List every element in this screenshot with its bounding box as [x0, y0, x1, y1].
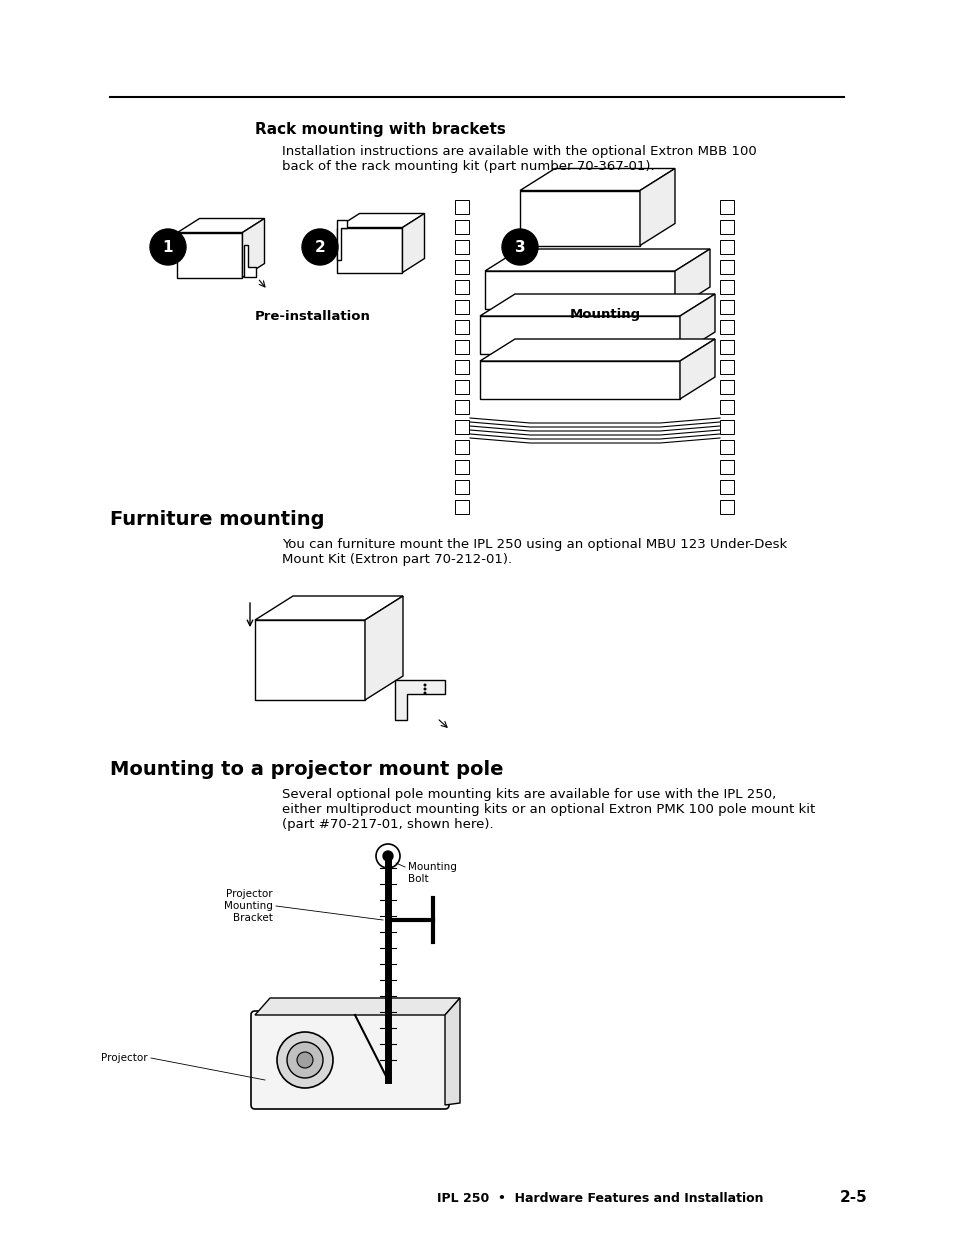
Bar — [720, 420, 733, 433]
Polygon shape — [254, 998, 459, 1015]
Polygon shape — [244, 245, 256, 277]
Polygon shape — [484, 249, 709, 270]
Circle shape — [302, 228, 337, 266]
Circle shape — [423, 688, 426, 690]
Polygon shape — [479, 361, 679, 399]
Text: Mounting to a projector mount pole: Mounting to a projector mount pole — [110, 760, 503, 779]
Polygon shape — [254, 620, 365, 700]
Bar — [720, 359, 733, 374]
Circle shape — [375, 844, 399, 868]
Text: Projector: Projector — [101, 1053, 148, 1063]
Circle shape — [296, 1052, 313, 1068]
Bar — [720, 220, 733, 233]
Bar — [455, 280, 469, 294]
Text: 1: 1 — [163, 240, 173, 254]
Polygon shape — [242, 219, 264, 278]
Bar — [455, 359, 469, 374]
Bar — [720, 280, 733, 294]
Bar — [455, 261, 469, 274]
Polygon shape — [254, 597, 402, 620]
Circle shape — [382, 851, 393, 861]
FancyBboxPatch shape — [251, 1011, 449, 1109]
Circle shape — [287, 1042, 323, 1078]
Bar — [455, 200, 469, 214]
Bar — [455, 420, 469, 433]
Text: Several optional pole mounting kits are available for use with the IPL 250,
eith: Several optional pole mounting kits are … — [282, 788, 815, 831]
Bar — [455, 340, 469, 354]
Polygon shape — [444, 998, 459, 1105]
Bar — [455, 240, 469, 254]
Polygon shape — [675, 249, 709, 309]
Circle shape — [276, 1032, 333, 1088]
Polygon shape — [484, 270, 675, 309]
Text: Furniture mounting: Furniture mounting — [110, 510, 324, 529]
Polygon shape — [639, 168, 675, 246]
Bar — [720, 300, 733, 314]
Text: You can furniture mount the IPL 250 using an optional MBU 123 Under-Desk
Mount K: You can furniture mount the IPL 250 usin… — [282, 538, 786, 566]
Text: Mounting
Bolt: Mounting Bolt — [408, 862, 456, 883]
Text: 3: 3 — [515, 240, 525, 254]
Circle shape — [501, 228, 537, 266]
Polygon shape — [337, 227, 402, 273]
Bar — [720, 459, 733, 474]
Bar — [455, 220, 469, 233]
Bar — [720, 340, 733, 354]
Bar — [455, 400, 469, 414]
Polygon shape — [479, 338, 714, 361]
Polygon shape — [519, 168, 675, 190]
Bar — [720, 261, 733, 274]
Text: Projector
Mounting
Bracket: Projector Mounting Bracket — [224, 889, 273, 923]
Bar — [455, 320, 469, 333]
Polygon shape — [479, 316, 679, 354]
Polygon shape — [395, 680, 444, 720]
Text: Installation instructions are available with the optional Extron MBB 100
back of: Installation instructions are available … — [282, 144, 756, 173]
Polygon shape — [479, 294, 714, 316]
Circle shape — [423, 683, 426, 687]
Bar — [455, 480, 469, 494]
Polygon shape — [177, 219, 264, 232]
Bar — [455, 300, 469, 314]
Polygon shape — [402, 214, 424, 273]
Text: IPL 250  •  Hardware Features and Installation: IPL 250 • Hardware Features and Installa… — [436, 1192, 762, 1205]
Bar — [720, 320, 733, 333]
Bar — [455, 440, 469, 454]
Polygon shape — [177, 232, 242, 278]
Polygon shape — [679, 338, 714, 399]
Text: Rack mounting with brackets: Rack mounting with brackets — [254, 122, 505, 137]
Polygon shape — [337, 214, 424, 227]
Text: Pre-installation: Pre-installation — [254, 310, 371, 324]
Polygon shape — [519, 190, 639, 246]
Bar — [720, 400, 733, 414]
Bar — [720, 440, 733, 454]
Polygon shape — [337, 220, 347, 261]
Polygon shape — [365, 597, 402, 700]
Polygon shape — [679, 294, 714, 354]
Text: 2-5: 2-5 — [840, 1191, 867, 1205]
Text: 2: 2 — [314, 240, 325, 254]
Bar — [455, 500, 469, 514]
Bar — [720, 200, 733, 214]
Bar — [720, 480, 733, 494]
Bar — [720, 380, 733, 394]
Circle shape — [423, 692, 426, 694]
Bar — [455, 380, 469, 394]
Bar — [455, 459, 469, 474]
Bar — [720, 500, 733, 514]
Text: Mounting: Mounting — [569, 308, 640, 321]
Bar — [720, 240, 733, 254]
Circle shape — [150, 228, 186, 266]
